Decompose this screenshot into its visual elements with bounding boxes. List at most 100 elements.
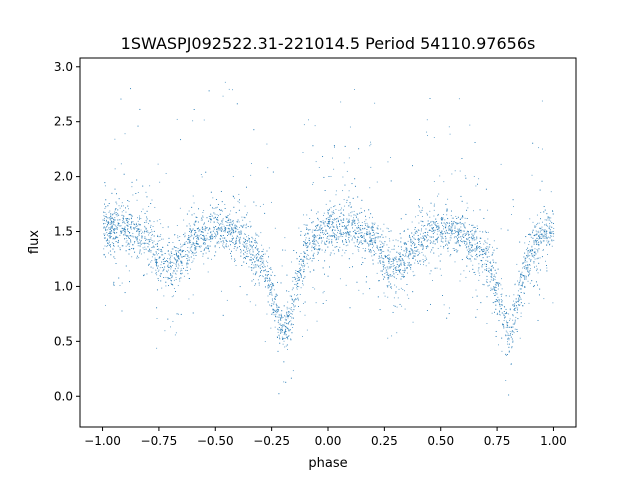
data-point bbox=[280, 332, 282, 334]
data-point bbox=[278, 329, 280, 331]
data-point bbox=[285, 326, 287, 328]
data-point bbox=[103, 227, 105, 229]
data-point bbox=[377, 228, 379, 230]
data-point bbox=[305, 243, 307, 245]
data-point bbox=[191, 250, 193, 252]
data-point bbox=[511, 338, 513, 340]
data-point bbox=[280, 315, 282, 317]
data-point bbox=[226, 299, 228, 301]
data-point bbox=[188, 250, 190, 252]
data-point bbox=[205, 235, 207, 237]
data-point bbox=[104, 182, 106, 184]
data-point bbox=[146, 221, 148, 223]
data-point bbox=[285, 334, 287, 336]
data-point bbox=[129, 224, 131, 225]
data-point bbox=[550, 217, 552, 219]
data-point bbox=[446, 232, 448, 234]
data-point bbox=[468, 251, 470, 253]
data-point bbox=[545, 236, 547, 238]
data-point bbox=[542, 240, 544, 242]
data-point bbox=[289, 311, 291, 313]
data-point bbox=[551, 240, 553, 242]
data-point bbox=[142, 242, 144, 244]
data-point bbox=[268, 284, 270, 286]
data-point bbox=[420, 245, 422, 247]
data-point bbox=[414, 216, 416, 218]
data-point bbox=[348, 236, 350, 238]
data-point bbox=[117, 222, 119, 224]
data-point bbox=[475, 247, 477, 249]
data-point bbox=[336, 242, 338, 243]
data-point bbox=[504, 306, 506, 308]
data-point bbox=[234, 224, 236, 226]
data-point bbox=[196, 228, 198, 230]
data-point bbox=[468, 224, 470, 226]
data-point bbox=[304, 264, 306, 266]
data-point bbox=[258, 265, 259, 267]
data-point bbox=[441, 231, 443, 233]
data-point bbox=[412, 275, 414, 277]
data-point bbox=[240, 233, 242, 235]
data-point bbox=[476, 256, 478, 258]
data-point bbox=[366, 276, 368, 278]
data-point bbox=[498, 299, 500, 301]
data-point bbox=[408, 297, 410, 299]
data-point bbox=[244, 242, 245, 244]
data-point bbox=[458, 232, 460, 234]
data-point bbox=[418, 254, 419, 255]
data-point bbox=[495, 299, 497, 301]
data-point bbox=[317, 249, 319, 251]
data-point bbox=[251, 246, 253, 248]
data-point bbox=[486, 246, 488, 248]
data-point bbox=[476, 247, 478, 249]
data-point bbox=[356, 228, 358, 230]
data-point bbox=[306, 256, 307, 258]
data-point bbox=[375, 241, 377, 243]
data-point bbox=[472, 224, 474, 226]
data-point bbox=[506, 320, 507, 322]
data-point bbox=[246, 223, 248, 225]
data-point bbox=[245, 224, 247, 226]
data-point bbox=[116, 227, 118, 229]
data-point bbox=[421, 224, 423, 226]
data-point bbox=[319, 235, 321, 237]
data-point bbox=[508, 339, 510, 341]
data-point bbox=[317, 253, 319, 255]
data-point bbox=[334, 236, 336, 238]
data-point bbox=[260, 255, 261, 257]
data-point bbox=[239, 227, 240, 229]
data-point bbox=[128, 208, 129, 210]
data-point bbox=[405, 254, 407, 256]
data-point bbox=[224, 229, 225, 231]
data-point bbox=[109, 250, 111, 252]
data-point bbox=[312, 183, 314, 185]
data-point bbox=[540, 227, 542, 229]
data-point bbox=[105, 227, 107, 229]
data-point bbox=[216, 214, 218, 216]
data-point bbox=[326, 232, 328, 234]
data-point bbox=[549, 232, 551, 234]
data-point bbox=[275, 295, 277, 297]
data-point bbox=[477, 246, 479, 248]
data-point bbox=[210, 221, 212, 223]
data-point bbox=[382, 230, 384, 232]
data-point bbox=[139, 249, 141, 251]
data-point bbox=[210, 232, 212, 234]
data-point bbox=[149, 185, 151, 187]
data-point bbox=[404, 243, 405, 245]
data-point bbox=[541, 148, 543, 150]
data-point bbox=[453, 233, 455, 234]
data-point bbox=[443, 247, 445, 249]
data-point bbox=[485, 266, 487, 267]
data-point bbox=[116, 215, 118, 217]
data-point bbox=[427, 223, 429, 225]
data-point bbox=[477, 242, 479, 243]
data-point bbox=[132, 235, 134, 237]
data-point bbox=[534, 251, 536, 253]
data-point bbox=[370, 227, 372, 229]
data-point bbox=[538, 222, 540, 224]
data-point bbox=[304, 276, 306, 278]
data-point bbox=[335, 190, 337, 192]
data-point bbox=[286, 311, 288, 313]
data-point bbox=[383, 261, 385, 263]
